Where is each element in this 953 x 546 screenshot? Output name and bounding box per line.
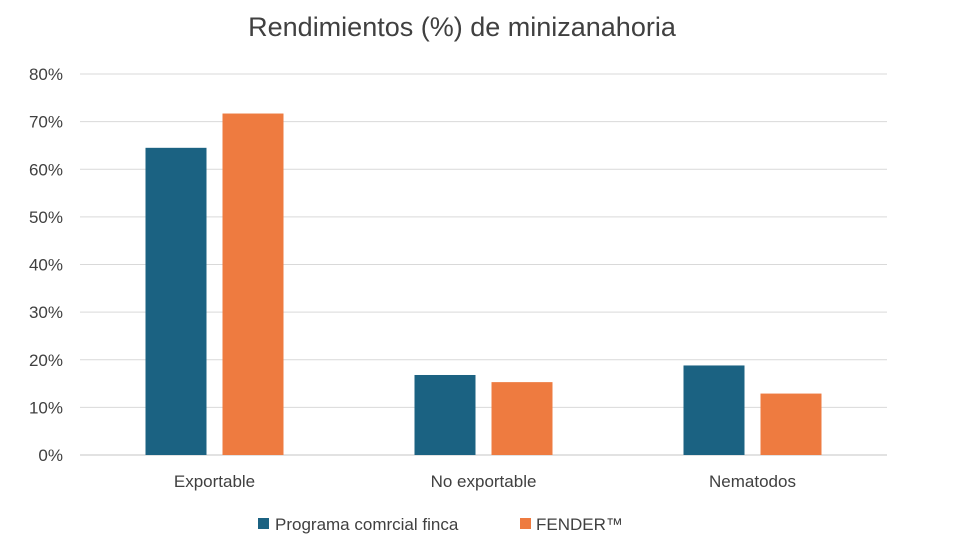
chart-title: Rendimientos (%) de minizanahoria bbox=[248, 12, 677, 42]
bar bbox=[491, 382, 553, 455]
y-tick-label: 60% bbox=[29, 160, 63, 179]
y-tick-label: 10% bbox=[29, 398, 63, 417]
legend-swatch bbox=[258, 518, 269, 529]
legend-label: FENDER™ bbox=[536, 515, 623, 534]
bar bbox=[222, 113, 284, 455]
bars bbox=[145, 113, 822, 455]
legend-swatch bbox=[520, 518, 531, 529]
y-tick-label: 30% bbox=[29, 303, 63, 322]
x-axis: Exportable No exportable Nematodos bbox=[174, 472, 796, 491]
y-tick-label: 70% bbox=[29, 113, 63, 132]
bar bbox=[683, 365, 745, 455]
gridlines bbox=[80, 73, 887, 456]
y-axis: 0% 10% 20% 30% 40% 50% 60% 70% 80% bbox=[29, 65, 63, 465]
bar bbox=[760, 393, 822, 455]
legend-label: Programa comrcial finca bbox=[275, 515, 459, 534]
bar bbox=[145, 147, 207, 455]
y-tick-label: 80% bbox=[29, 65, 63, 84]
y-tick-label: 50% bbox=[29, 208, 63, 227]
y-tick-label: 0% bbox=[38, 446, 63, 465]
x-tick-label: Nematodos bbox=[709, 472, 796, 491]
x-tick-label: No exportable bbox=[431, 472, 537, 491]
y-tick-label: 20% bbox=[29, 351, 63, 370]
bar bbox=[414, 374, 476, 455]
legend: Programa comrcial finca FENDER™ bbox=[258, 515, 623, 534]
y-tick-label: 40% bbox=[29, 256, 63, 275]
x-tick-label: Exportable bbox=[174, 472, 255, 491]
